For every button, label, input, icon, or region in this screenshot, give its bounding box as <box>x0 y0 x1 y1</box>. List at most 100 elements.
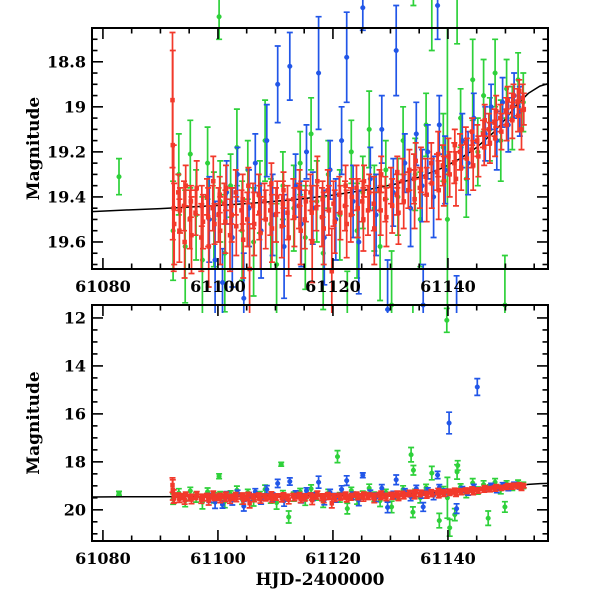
data-point <box>285 494 292 505</box>
marker-circle <box>348 149 354 155</box>
series-band-red <box>169 31 527 313</box>
marker-square <box>520 95 525 101</box>
data-point <box>409 506 416 519</box>
marker-circle <box>308 486 314 492</box>
data-point <box>440 155 447 207</box>
marker-circle <box>344 506 350 512</box>
panel-data-area-bottom <box>91 307 549 538</box>
data-point <box>314 155 321 207</box>
marker-circle <box>116 490 122 496</box>
error-bar <box>428 0 435 52</box>
data-point <box>315 475 322 490</box>
data-point <box>366 90 373 169</box>
marker-square <box>498 115 503 121</box>
marker-square <box>223 185 229 191</box>
data-point <box>434 470 441 480</box>
data-point <box>383 493 390 502</box>
y-axis-label-top: Magnitude <box>24 97 44 201</box>
marker-square <box>182 239 187 245</box>
data-point <box>177 187 183 234</box>
data-point <box>446 518 453 538</box>
marker-square <box>303 493 309 499</box>
marker-circle <box>303 488 310 494</box>
data-point <box>493 94 500 128</box>
data-point <box>188 196 195 275</box>
marker-square <box>389 494 395 499</box>
data-point <box>470 488 477 496</box>
marker-square <box>395 169 400 175</box>
data-point <box>501 500 508 514</box>
data-point <box>486 121 493 164</box>
marker-circle <box>485 515 491 521</box>
data-point <box>410 464 417 476</box>
data-point <box>337 184 344 241</box>
data-point <box>182 164 189 207</box>
data-point <box>383 187 390 248</box>
error-bar <box>410 0 417 7</box>
data-point <box>474 377 481 397</box>
marker-circle <box>393 477 399 483</box>
marker-square <box>338 210 343 215</box>
data-point <box>263 103 270 178</box>
marker-square <box>360 199 365 204</box>
marker-square <box>482 118 487 123</box>
marker-square <box>281 187 286 193</box>
data-point <box>454 459 461 472</box>
marker-square <box>298 228 303 233</box>
data-point <box>410 0 417 7</box>
data-point <box>274 180 281 214</box>
marker-square <box>315 178 320 184</box>
data-point <box>354 492 361 501</box>
data-point <box>458 489 465 496</box>
data-point <box>274 492 281 498</box>
marker-square <box>194 492 199 497</box>
data-point <box>428 157 435 210</box>
data-point <box>286 31 293 101</box>
marker-square <box>212 221 217 227</box>
marker-circle <box>492 70 498 76</box>
marker-circle <box>356 239 362 245</box>
y-tick-label: 19.4 <box>47 187 86 206</box>
marker-circle <box>410 467 416 473</box>
marker-square <box>251 496 257 501</box>
data-point <box>274 478 281 489</box>
data-point <box>325 184 332 237</box>
marker-square <box>314 205 319 211</box>
marker-square <box>447 172 452 177</box>
marker-circle <box>481 93 487 99</box>
data-point <box>463 488 470 495</box>
marker-square <box>418 167 424 173</box>
marker-square <box>332 495 337 501</box>
marker-square <box>246 491 251 497</box>
data-point <box>331 493 338 503</box>
data-point <box>171 182 178 266</box>
marker-square <box>413 158 418 164</box>
data-point <box>296 169 303 207</box>
data-point <box>274 45 281 124</box>
marker-square <box>332 219 337 224</box>
marker-circle <box>219 279 226 286</box>
data-point <box>417 146 424 194</box>
y-tick-label: 19 <box>64 97 86 116</box>
data-point <box>436 512 443 529</box>
data-point <box>453 274 460 313</box>
marker-circle <box>425 149 431 155</box>
marker-square <box>206 244 211 249</box>
data-point <box>338 105 345 176</box>
marker-circle <box>444 317 450 323</box>
data-point <box>423 166 430 223</box>
marker-circle <box>252 160 258 166</box>
data-point <box>454 0 461 45</box>
data-point <box>443 307 450 334</box>
data-point <box>354 178 361 239</box>
marker-circle <box>316 70 322 76</box>
y-axis-label-bottom: Magnitude <box>24 371 44 475</box>
data-point <box>262 493 269 502</box>
data-point <box>245 166 252 205</box>
marker-square <box>458 490 464 495</box>
data-point <box>334 449 341 464</box>
data-point <box>344 502 351 515</box>
data-point <box>393 4 400 97</box>
marker-square <box>366 492 372 498</box>
marker-square <box>372 496 377 502</box>
